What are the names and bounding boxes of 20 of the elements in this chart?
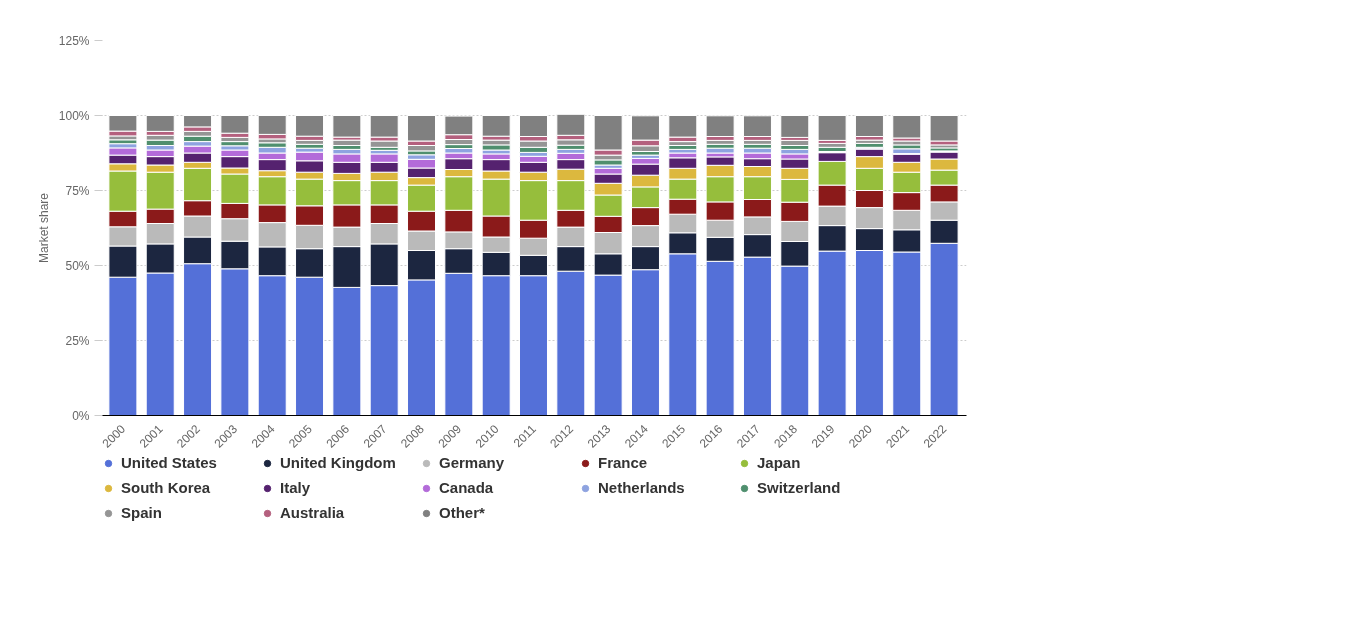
legend-label: Canada bbox=[439, 479, 495, 496]
legend-label: Netherlands bbox=[598, 479, 686, 496]
y-tick-label: 125% bbox=[58, 33, 90, 48]
y-tick-label: 25% bbox=[65, 333, 90, 348]
legend-label: Germany bbox=[439, 454, 506, 471]
legend-label: South Korea bbox=[121, 479, 212, 496]
y-tick-label: 0% bbox=[72, 408, 90, 423]
legend-label: Spain bbox=[121, 504, 163, 521]
y-tick-label: 100% bbox=[58, 108, 90, 123]
legend-label: United Kingdom bbox=[280, 454, 397, 471]
legend-label: France bbox=[598, 454, 649, 471]
y-axis-title: Market share bbox=[36, 192, 51, 264]
legend-label: Australia bbox=[280, 504, 346, 521]
legend-label: United States bbox=[121, 454, 218, 471]
y-tick-label: 50% bbox=[65, 258, 90, 273]
legend-label: Japan bbox=[757, 454, 802, 471]
y-tick-label: 75% bbox=[65, 183, 90, 198]
legend-label: Other* bbox=[439, 504, 486, 521]
legend-label: Switzerland bbox=[757, 479, 842, 496]
legend-label: Italy bbox=[280, 479, 311, 496]
